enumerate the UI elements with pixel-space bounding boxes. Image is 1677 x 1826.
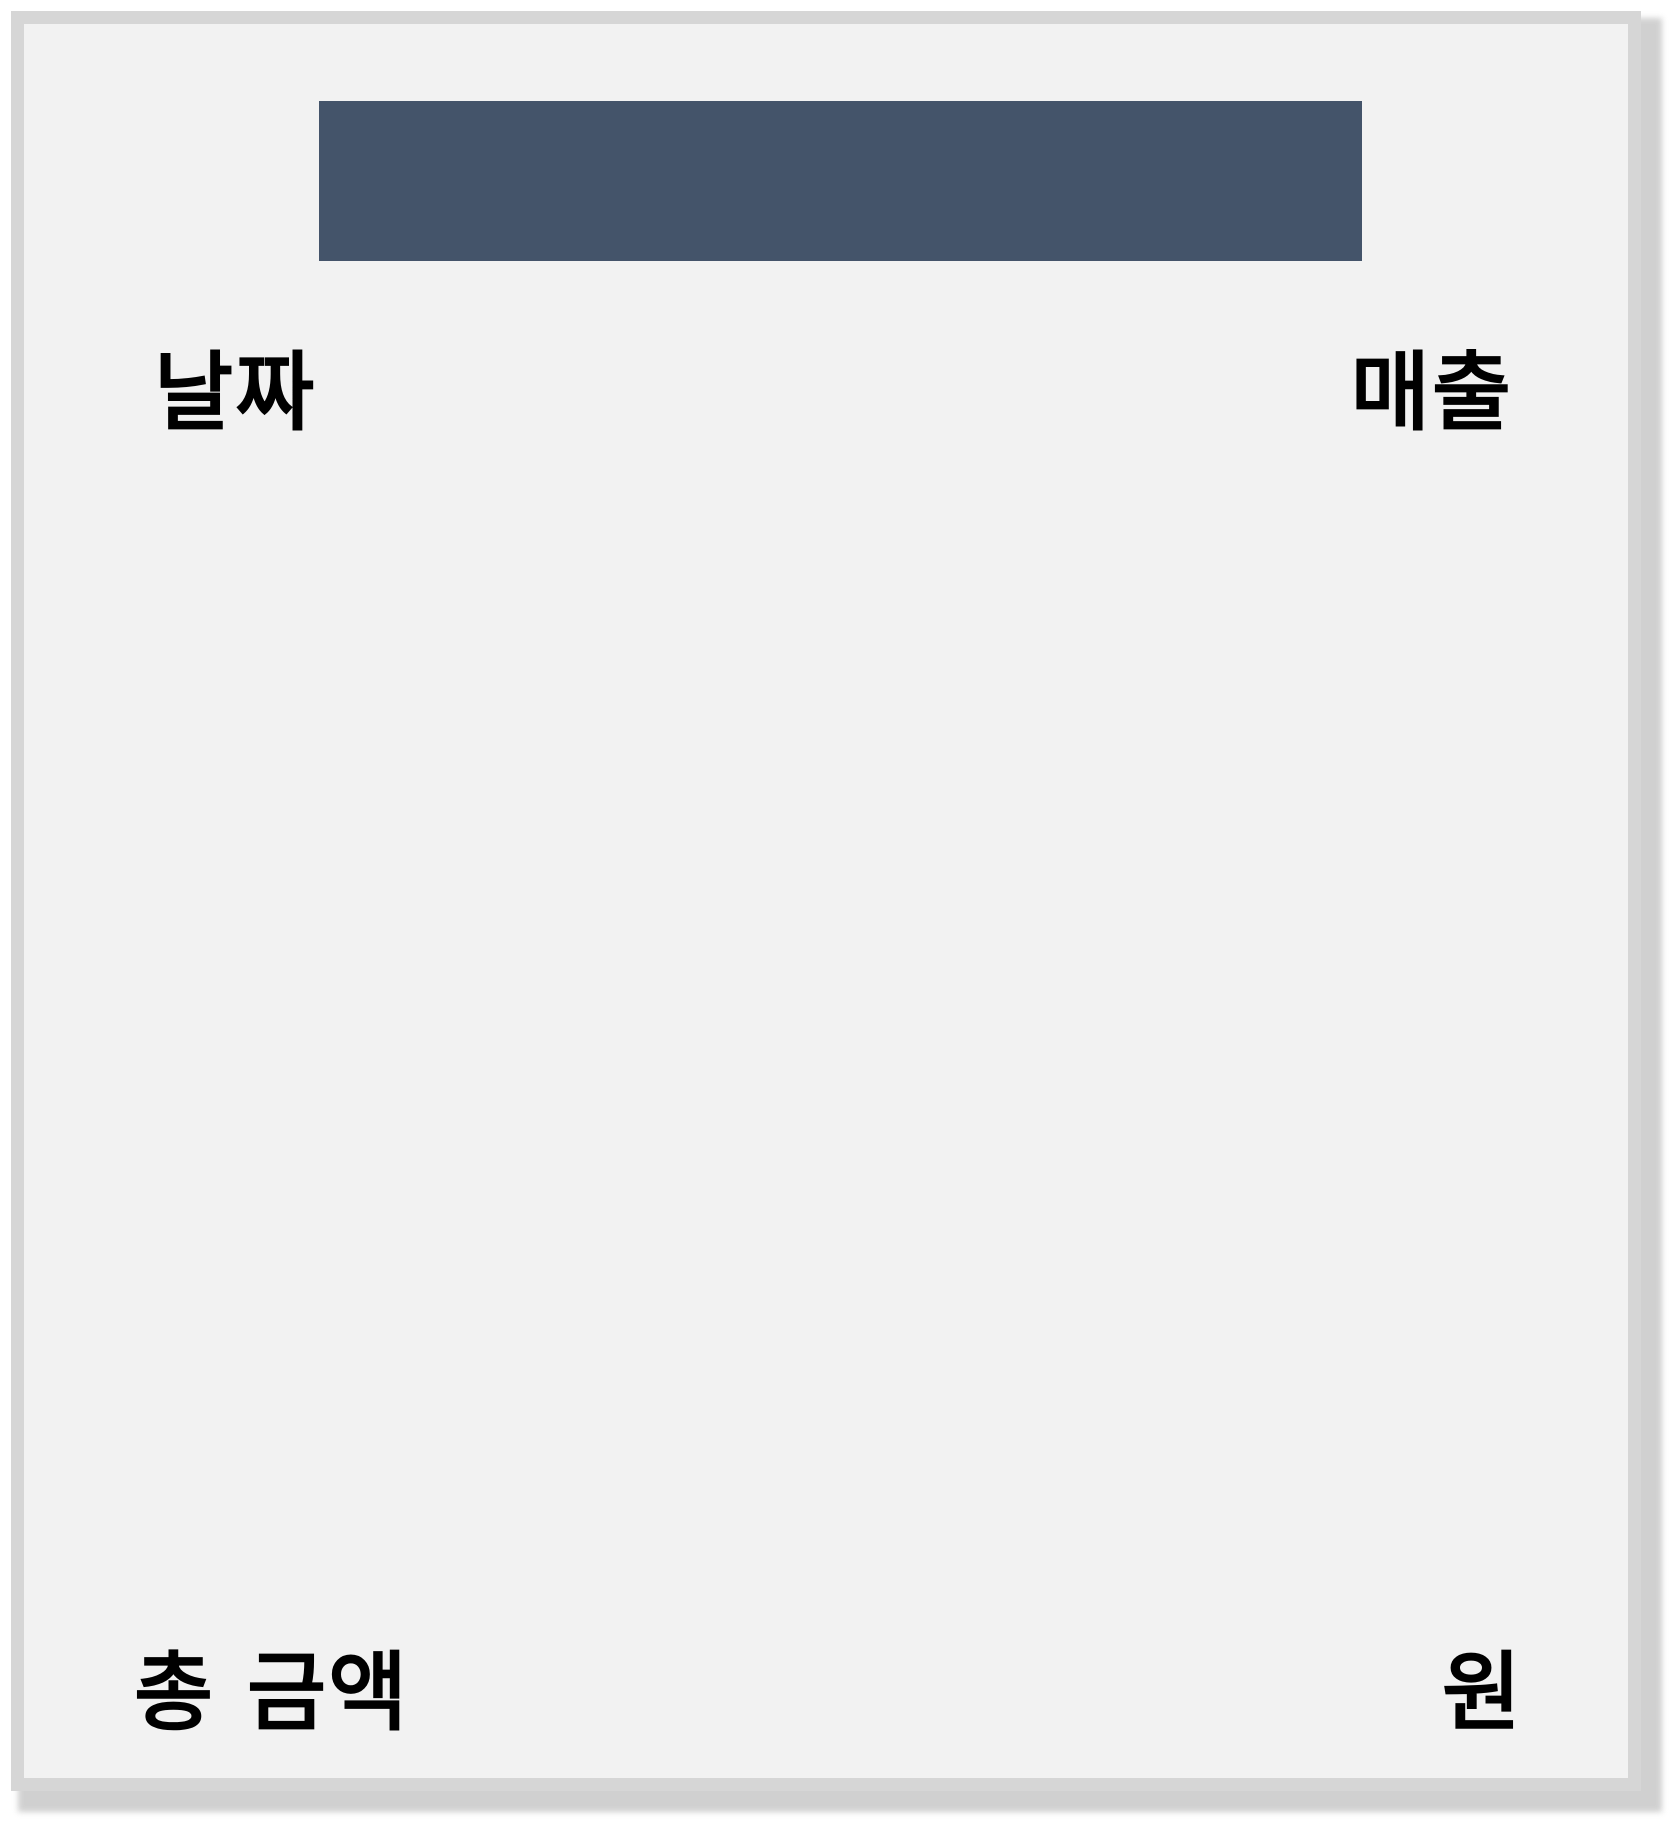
total-amount-label: 총 금액: [134, 1643, 410, 1743]
sales-column-header: 매출: [1350, 343, 1513, 443]
title-bar: [319, 101, 1362, 261]
sales-panel: 날짜 매출 총 금액 원: [11, 11, 1641, 1791]
date-column-header: 날짜: [154, 343, 317, 443]
currency-unit-label: 원: [1441, 1643, 1523, 1743]
